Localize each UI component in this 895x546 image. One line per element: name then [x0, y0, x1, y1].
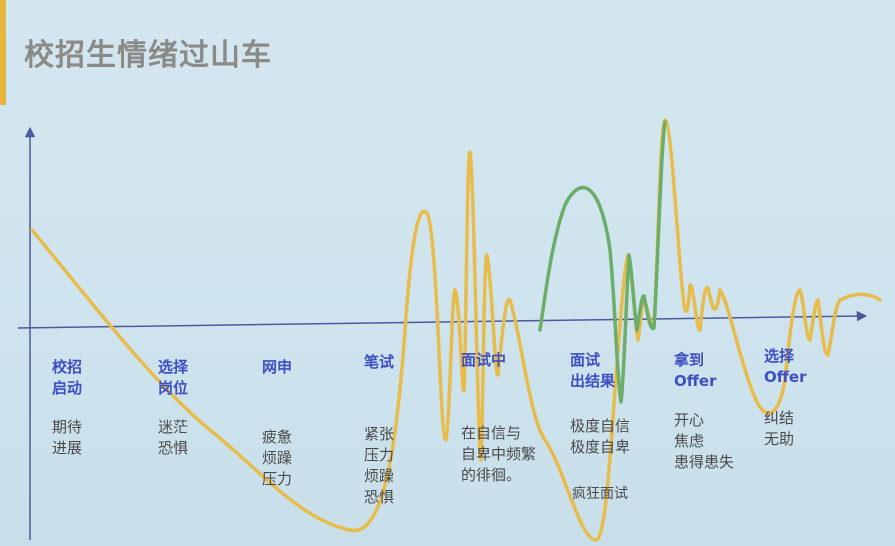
stage-campus-start: 校招 启动 期待 进展 — [52, 357, 82, 459]
stage-title-line: 选择 — [158, 358, 189, 376]
emotion-label: 烦躁 — [262, 449, 293, 467]
stage-title: 笔试 — [364, 352, 394, 373]
stage-title-line: 选择 — [764, 347, 795, 365]
emotion-label: 迷茫 — [158, 418, 189, 436]
stage-get-offer: 拿到 Offer 开心 焦虑 患得患失 — [674, 350, 734, 473]
emotion-label: 进展 — [52, 439, 83, 457]
stage-title-line: Offer — [674, 372, 717, 390]
stage-online-application: 网申 疲惫 烦躁 压力 — [262, 357, 292, 490]
emotion-label: 开心 — [674, 411, 705, 429]
emotion-label: 焦虑 — [674, 432, 705, 450]
stage-title-line: 笔试 — [364, 353, 395, 371]
stage-emotions: 迷茫 恐惧 — [158, 417, 188, 459]
stage-title-line: 面试 — [570, 351, 601, 369]
stage-title-line: 岗位 — [158, 379, 189, 397]
stage-written-test: 笔试 紧张 压力 烦躁 恐惧 — [364, 352, 394, 508]
stage-title: 网申 — [262, 357, 292, 378]
emotion-label: 患得患失 — [674, 453, 735, 471]
accent-bar — [0, 0, 6, 105]
emotion-label: 的徘徊。 — [461, 466, 522, 484]
emotion-label: 压力 — [262, 470, 293, 488]
stage-title-line: 面试中 — [461, 351, 507, 369]
stage-emotions: 纠结 无助 — [764, 408, 806, 450]
stage-choose-offer: 选择 Offer 纠结 无助 — [764, 346, 806, 450]
stage-emotions: 极度自信 极度自卑 — [570, 416, 630, 458]
stage-title-line: 拿到 — [674, 351, 705, 369]
stage-title-line: 启动 — [52, 379, 83, 397]
stage-title-line: 出结果 — [570, 372, 616, 390]
emotion-label: 期待 — [52, 418, 83, 436]
stage-title-line: 校招 — [52, 358, 83, 376]
stage-title: 校招 启动 — [52, 357, 82, 399]
stage-title: 面试 出结果 — [570, 350, 630, 392]
emotion-label: 自卑中频繁 — [461, 445, 537, 463]
emotion-label: 压力 — [364, 446, 395, 464]
stage-emotions: 开心 焦虑 患得患失 — [674, 410, 734, 473]
stage-interviewing: 面试中 在自信与 自卑中频繁 的徘徊。 — [461, 350, 536, 486]
stage-emotions: 疲惫 烦躁 压力 — [262, 427, 292, 490]
stage-emotions: 紧张 压力 烦躁 恐惧 — [364, 424, 394, 508]
stage-title: 面试中 — [461, 350, 536, 371]
page-title: 校招生情绪过山车 — [24, 38, 272, 73]
stage-title-line: 网申 — [262, 358, 293, 376]
emotion-label: 极度自信 — [570, 417, 631, 435]
stage-title: 选择 Offer — [764, 346, 806, 388]
stage-title: 拿到 Offer — [674, 350, 734, 392]
stage-title: 选择 岗位 — [158, 357, 188, 399]
emotion-label: 紧张 — [364, 425, 395, 443]
emotion-label: 在自信与 — [461, 424, 522, 442]
emotion-label: 恐惧 — [364, 488, 395, 506]
emotion-label: 烦躁 — [364, 467, 395, 485]
stage-emotions: 在自信与 自卑中频繁 的徘徊。 — [461, 423, 536, 486]
emotion-label: 无助 — [764, 430, 795, 448]
emotion-label: 纠结 — [764, 409, 795, 427]
emotion-label: 恐惧 — [158, 439, 189, 457]
stage-interview-results: 面试 出结果 极度自信 极度自卑 疯狂面试 — [570, 350, 630, 502]
emotion-label: 疲惫 — [262, 428, 293, 446]
emotion-label: 极度自卑 — [570, 438, 631, 456]
emotion-label-extra: 疯狂面试 — [572, 486, 628, 502]
emotion-curve-green — [538, 120, 667, 404]
emotion-curve-yellow — [30, 118, 882, 542]
stage-choose-position: 选择 岗位 迷茫 恐惧 — [158, 357, 188, 459]
stage-title-line: Offer — [764, 368, 807, 386]
x-axis — [17, 310, 868, 329]
stage-emotions: 期待 进展 — [52, 417, 82, 459]
